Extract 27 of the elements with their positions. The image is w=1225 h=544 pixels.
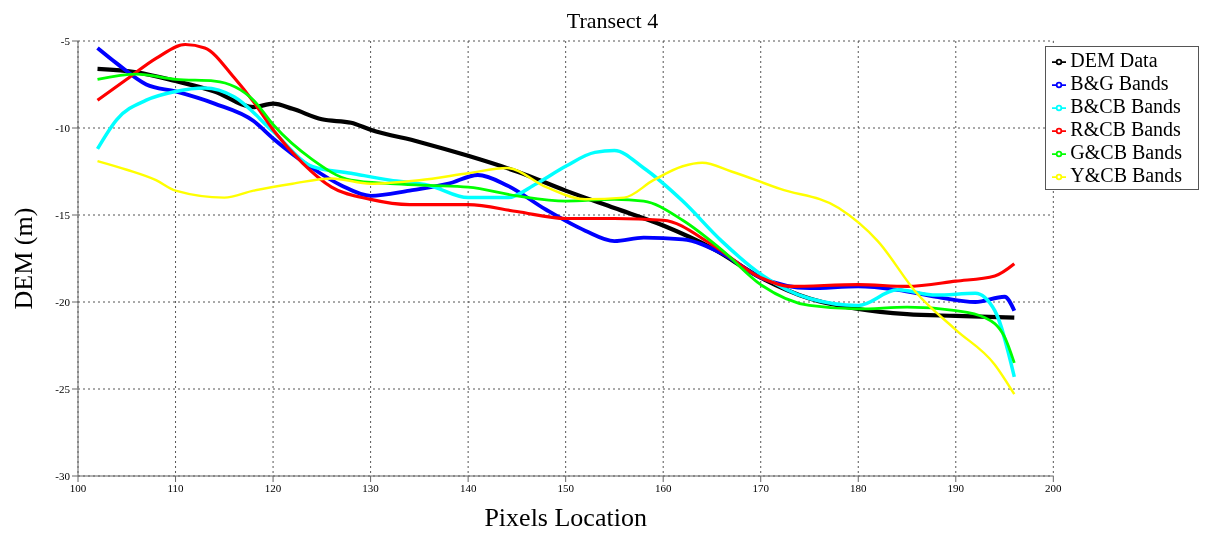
y-axis-title: DEM (m) (9, 207, 39, 310)
x-tick-label: 200 (1045, 481, 1063, 494)
y-tick-label: -5 (60, 34, 71, 47)
x-tick-label: 110 (167, 481, 185, 494)
y-tick-label: -15 (55, 208, 71, 221)
chart-title: Transect 4 (565, 8, 660, 35)
x-tick-label: 160 (654, 481, 672, 494)
x-tick-label: 100 (69, 481, 87, 494)
x-tick-label: 180 (850, 481, 867, 494)
legend-label: DEM Data (1070, 49, 1158, 71)
y-tick-label: -30 (55, 469, 71, 482)
y-tick-label: -20 (55, 295, 71, 308)
x-axis-title: Pixels Location (484, 503, 647, 532)
x-tick-label: 140 (459, 481, 477, 494)
x-tick-label: 120 (264, 481, 282, 494)
line-series (96, 159, 1016, 396)
x-tick-label: 150 (557, 481, 575, 494)
legend-label: G&CB Bands (1070, 141, 1182, 163)
y-tick-label: -25 (55, 382, 71, 395)
legend-label: Y&CB Bands (1070, 164, 1182, 186)
legend-label: B&CB Bands (1070, 95, 1181, 117)
x-tick-label: 190 (947, 481, 965, 494)
legend-label: R&CB Bands (1070, 118, 1181, 140)
legend-label: B&G Bands (1070, 72, 1169, 94)
y-tick-label: -10 (55, 121, 71, 134)
x-tick-label: 130 (362, 481, 380, 494)
x-tick-label: 170 (752, 481, 770, 494)
